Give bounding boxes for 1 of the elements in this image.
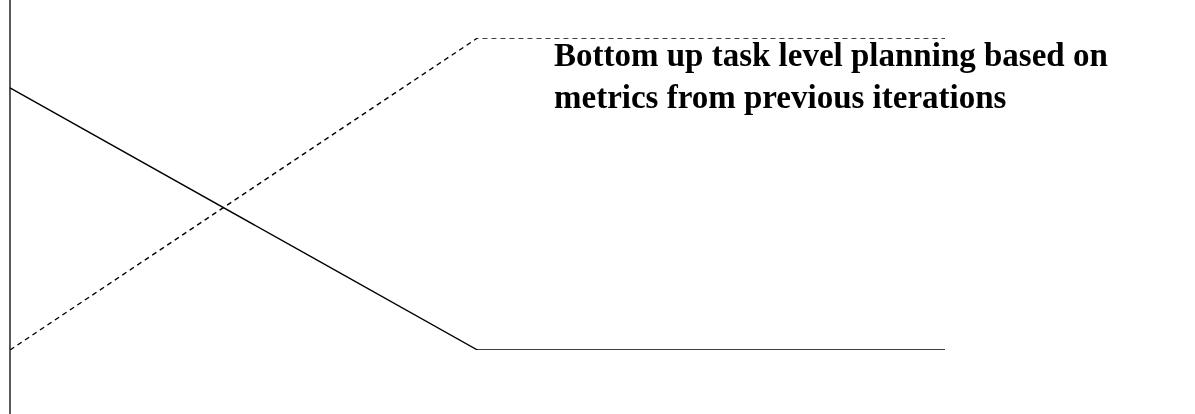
- annotation: Bottom up task level planning based on metrics from previous iterations: [554, 36, 1109, 117]
